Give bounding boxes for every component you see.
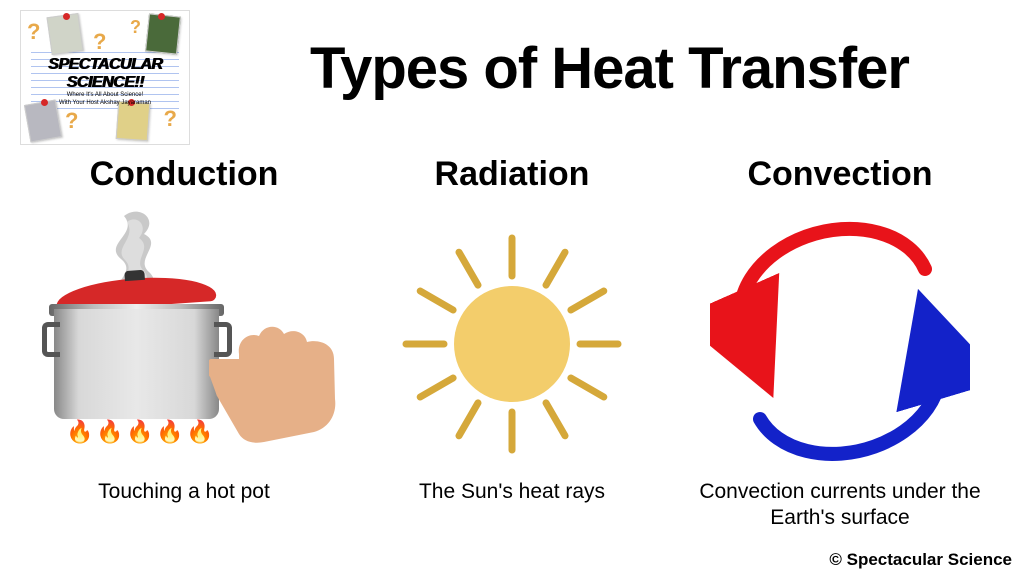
heading-convection: Convection xyxy=(680,155,1000,194)
column-radiation: Radiation The Sun's heat rays xyxy=(352,155,672,532)
pot-body xyxy=(54,309,219,419)
illustration-conduction: 🔥 🔥 🔥 🔥 🔥 xyxy=(24,209,344,479)
red-arrow xyxy=(741,229,925,334)
sun-icon xyxy=(392,224,632,464)
sun-ray xyxy=(459,403,478,436)
sun-ray xyxy=(571,291,604,310)
caption-convection: Convection currents under the Earth's su… xyxy=(680,479,1000,532)
illustration-radiation xyxy=(352,209,672,479)
flame-icon: 🔥 xyxy=(66,419,93,445)
caption-radiation: The Sun's heat rays xyxy=(352,479,672,505)
question-mark-icon: ? xyxy=(164,106,177,132)
sun-ray xyxy=(546,252,565,285)
question-mark-icon: ? xyxy=(130,17,141,38)
sun-disc xyxy=(454,286,570,402)
question-mark-icon: ? xyxy=(65,108,78,134)
convection-arrows-icon xyxy=(710,214,970,474)
illustration-convection xyxy=(680,209,1000,479)
hot-pot-icon: 🔥 🔥 🔥 🔥 🔥 xyxy=(34,214,334,474)
logo-photo xyxy=(116,101,151,141)
sun-ray xyxy=(459,252,478,285)
column-convection: Convection Convection currents under the… xyxy=(680,155,1000,532)
page-title: Types of Heat Transfer xyxy=(215,35,1004,102)
column-conduction: Conduction 🔥 🔥 🔥 🔥 🔥 xyxy=(24,155,344,532)
sun-ray xyxy=(571,378,604,397)
question-mark-icon: ? xyxy=(27,19,40,45)
flame-icon: 🔥 xyxy=(96,419,123,445)
heading-conduction: Conduction xyxy=(24,155,344,194)
logo-title: SPECTACULAR SCIENCE!! xyxy=(21,56,189,92)
logo-host-line: With Your Host Akshay Jayaraman xyxy=(21,100,189,106)
logo-subtitle: Where It's All About Science! xyxy=(21,92,189,98)
blue-arrow xyxy=(760,356,940,454)
logo-pin xyxy=(63,13,70,20)
sun-ray xyxy=(420,378,453,397)
question-mark-icon: ? xyxy=(93,29,106,55)
flame-icon: 🔥 xyxy=(156,419,183,445)
logo-badge: ? ? ? ? ? SPECTACULAR SCIENCE!! Where It… xyxy=(20,10,190,145)
caption-conduction: Touching a hot pot xyxy=(24,479,344,505)
heading-radiation: Radiation xyxy=(352,155,672,194)
columns-row: Conduction 🔥 🔥 🔥 🔥 🔥 xyxy=(0,155,1024,532)
hand-pointing-icon xyxy=(209,314,339,444)
logo-pin xyxy=(158,13,165,20)
sun-ray xyxy=(420,291,453,310)
flame-icon: 🔥 xyxy=(126,419,153,445)
pot-handle xyxy=(42,322,60,357)
copyright-text: © Spectacular Science xyxy=(829,550,1012,570)
sun-ray xyxy=(546,403,565,436)
